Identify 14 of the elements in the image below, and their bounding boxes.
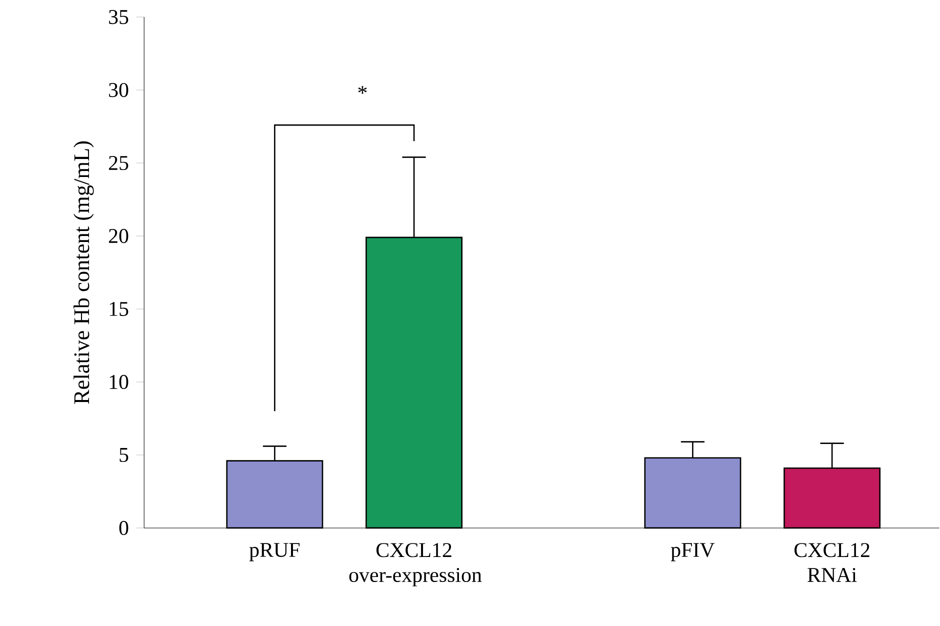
- x-tick-label: pRUF: [249, 542, 300, 562]
- x-tick-label: pFIV: [670, 542, 715, 562]
- y-tick-label: 35: [109, 10, 128, 24]
- y-tick-label: 0: [119, 520, 128, 535]
- y-tick-label: 5: [120, 448, 128, 462]
- y-tick-label: 10: [110, 374, 128, 389]
- x-tick-label: CXCL12 over-expression: [349, 542, 482, 586]
- y-axis-title: Relative Hb content (mg/mL): [74, 141, 94, 404]
- y-tick-label: 15: [110, 302, 128, 316]
- annotation: *: [358, 86, 367, 94]
- y-tick-label: 20: [108, 228, 128, 243]
- y-tick-label: 30: [109, 82, 128, 97]
- y-tick-label: 25: [108, 156, 128, 170]
- x-tick-label: CXCL12 RNAi: [794, 542, 870, 582]
